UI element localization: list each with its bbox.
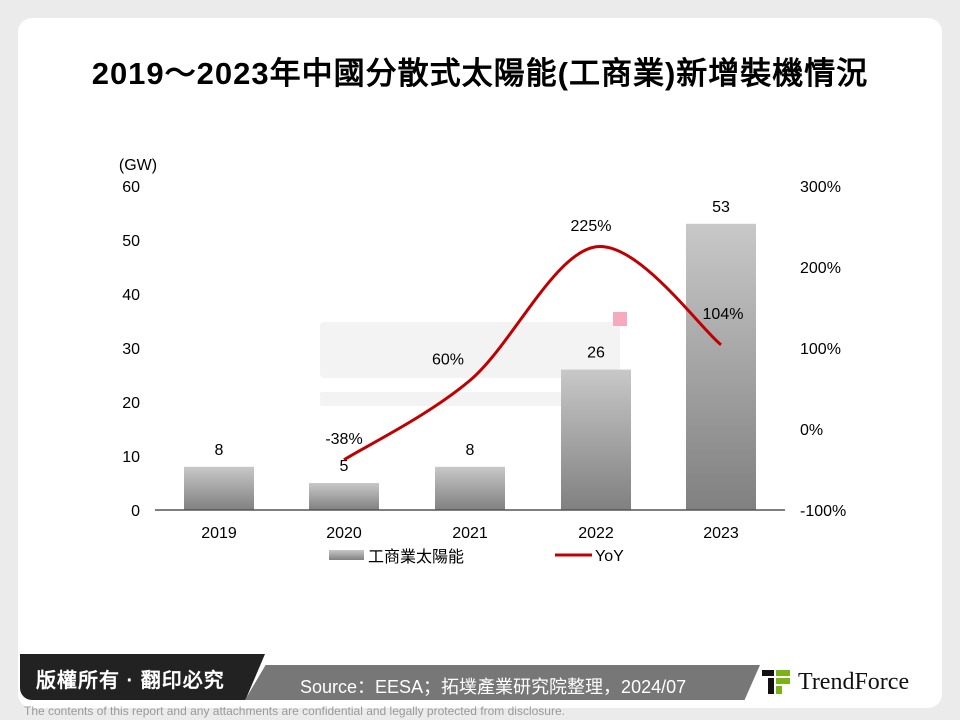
y-tick-label: 30 xyxy=(122,341,140,358)
yoy-label: 104% xyxy=(703,306,744,323)
y2-tick-label: 200% xyxy=(800,260,841,277)
source-text: Source：EESA；拓墣產業研究院整理，2024/07 xyxy=(300,677,687,697)
yoy-label: -38% xyxy=(325,431,362,448)
x-tick-label: 2019 xyxy=(201,525,237,542)
y2-tick-label: 100% xyxy=(800,341,841,358)
bar-label: 26 xyxy=(587,345,605,362)
bar xyxy=(184,466,254,510)
y-tick-label: 10 xyxy=(122,449,140,466)
yoy-label: 60% xyxy=(432,351,464,368)
copyright-text: 版權所有 · 翻印必究 xyxy=(36,670,225,692)
bar-label: 5 xyxy=(340,458,349,475)
legend-bar-swatch xyxy=(329,550,364,560)
y-tick-label: 0 xyxy=(131,503,140,520)
watermark-graphic xyxy=(320,322,630,406)
legend-bar-label: 工商業太陽能 xyxy=(368,548,464,566)
x-tick-label: 2022 xyxy=(578,525,614,542)
bar xyxy=(309,483,379,510)
bar-label: 8 xyxy=(215,442,224,459)
y-tick-label: 50 xyxy=(122,233,140,250)
y-tick-label: 60 xyxy=(122,179,140,196)
trendforce-logo: TrendForce xyxy=(762,664,942,700)
trendforce-logo-icon xyxy=(762,670,790,694)
x-tick-label: 2023 xyxy=(703,525,739,542)
y2-tick-label: 300% xyxy=(800,179,841,196)
x-tick-label: 2020 xyxy=(326,525,362,542)
legend-line-label: YoY xyxy=(595,548,624,565)
bar xyxy=(435,466,505,510)
copyright-banner: 版權所有 · 翻印必究 xyxy=(20,654,265,700)
y-tick-label: 40 xyxy=(122,287,140,304)
y-axis-label: (GW) xyxy=(119,157,157,174)
yoy-label: 225% xyxy=(571,218,612,235)
source-banner: Source：EESA；拓墣產業研究院整理，2024/07 xyxy=(245,665,760,700)
bar xyxy=(561,369,631,510)
x-tick-label: 2021 xyxy=(452,525,488,542)
y-tick-label: 20 xyxy=(122,395,140,412)
bar-label: 8 xyxy=(466,442,475,459)
y2-tick-label: -100% xyxy=(800,503,846,520)
disclaimer: The contents of this report and any atta… xyxy=(24,704,565,718)
chart-title: 2019～2023年中國分散式太陽能(工商業)新增裝機情況 xyxy=(91,56,869,91)
yoy-line xyxy=(343,245,722,462)
trendforce-logo-text: TrendForce xyxy=(798,668,910,695)
y2-tick-label: 0% xyxy=(800,422,823,439)
watermark-mark xyxy=(613,312,627,326)
bar-label: 53 xyxy=(712,199,730,216)
bar xyxy=(686,223,756,511)
